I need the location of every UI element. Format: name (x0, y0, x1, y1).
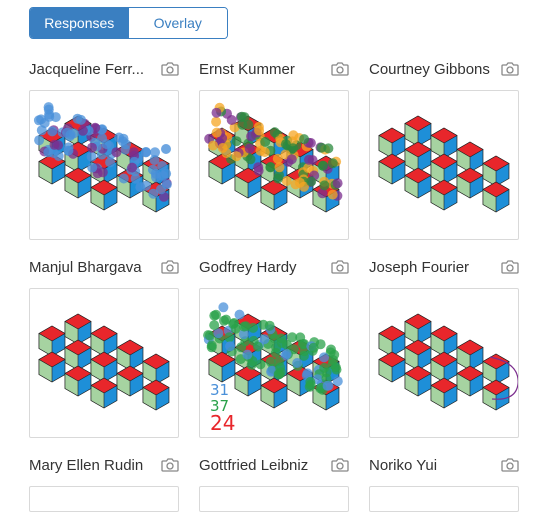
tile-pattern (38, 313, 170, 411)
response-card[interactable]: Godfrey Hardy 31 37 24 (199, 255, 349, 438)
sketch-canvas (378, 115, 510, 213)
student-name: Mary Ellen Rudin (29, 456, 144, 474)
response-thumbnail[interactable] (369, 486, 519, 512)
response-thumbnail[interactable]: 31 37 24 (199, 288, 349, 438)
card-header: Joseph Fourier (369, 255, 519, 279)
response-thumbnail[interactable] (199, 90, 349, 240)
student-name: Ernst Kummer (199, 60, 295, 78)
response-card[interactable]: Courtney Gibbons (369, 57, 519, 240)
student-name: Jacqueline Ferr... (29, 60, 145, 78)
response-card[interactable]: Noriko Yui (369, 453, 519, 512)
response-card[interactable]: Joseph Fourier (369, 255, 519, 438)
camera-icon[interactable] (501, 260, 519, 274)
camera-icon[interactable] (501, 62, 519, 76)
tab-responses[interactable]: Responses (30, 8, 129, 38)
response-thumbnail[interactable] (369, 288, 519, 438)
handwritten-number: 31 (210, 381, 230, 399)
response-thumbnail[interactable] (29, 486, 179, 512)
tile-pattern (378, 115, 510, 213)
camera-icon[interactable] (161, 260, 179, 274)
card-header: Jacqueline Ferr... (29, 57, 179, 81)
response-card[interactable]: Manjul Bhargava (29, 255, 179, 438)
student-name: Manjul Bhargava (29, 258, 142, 276)
card-header: Courtney Gibbons (369, 57, 519, 81)
card-header: Gottfried Leibniz (199, 453, 349, 477)
student-name: Godfrey Hardy (199, 258, 297, 276)
student-name: Joseph Fourier (369, 258, 470, 276)
student-name: Gottfried Leibniz (199, 456, 309, 474)
sketch-canvas (378, 313, 518, 411)
card-header: Ernst Kummer (199, 57, 349, 81)
response-card[interactable]: Gottfried Leibniz (199, 453, 349, 512)
response-dots (203, 302, 343, 395)
response-thumbnail[interactable] (29, 90, 179, 240)
camera-icon[interactable] (501, 458, 519, 472)
response-card[interactable]: Ernst Kummer (199, 57, 349, 240)
card-header: Godfrey Hardy (199, 255, 349, 279)
student-name: Courtney Gibbons (369, 60, 490, 78)
sketch-canvas (203, 302, 343, 411)
sketch-canvas (204, 102, 343, 213)
sketch-canvas (38, 313, 170, 411)
sketch-canvas (33, 102, 172, 213)
card-header: Noriko Yui (369, 453, 519, 477)
camera-icon[interactable] (331, 260, 349, 274)
response-thumbnail[interactable] (29, 288, 179, 438)
card-header: Mary Ellen Rudin (29, 453, 179, 477)
camera-icon[interactable] (331, 458, 349, 472)
response-card[interactable]: Jacqueline Ferr... (29, 57, 179, 240)
response-thumbnail[interactable] (199, 486, 349, 512)
handwritten-number: 24 (210, 411, 236, 435)
response-dots (33, 102, 172, 202)
tile-pattern (378, 313, 510, 411)
camera-icon[interactable] (161, 458, 179, 472)
tab-overlay[interactable]: Overlay (128, 8, 227, 38)
response-thumbnail[interactable] (369, 90, 519, 240)
view-toggle: Responses Overlay (29, 7, 228, 39)
student-name: Noriko Yui (369, 456, 438, 474)
card-header: Manjul Bhargava (29, 255, 179, 279)
camera-icon[interactable] (161, 62, 179, 76)
response-dots (204, 102, 343, 201)
camera-icon[interactable] (331, 62, 349, 76)
response-card[interactable]: Mary Ellen Rudin (29, 453, 179, 512)
handwritten-number: 37 (210, 397, 230, 415)
